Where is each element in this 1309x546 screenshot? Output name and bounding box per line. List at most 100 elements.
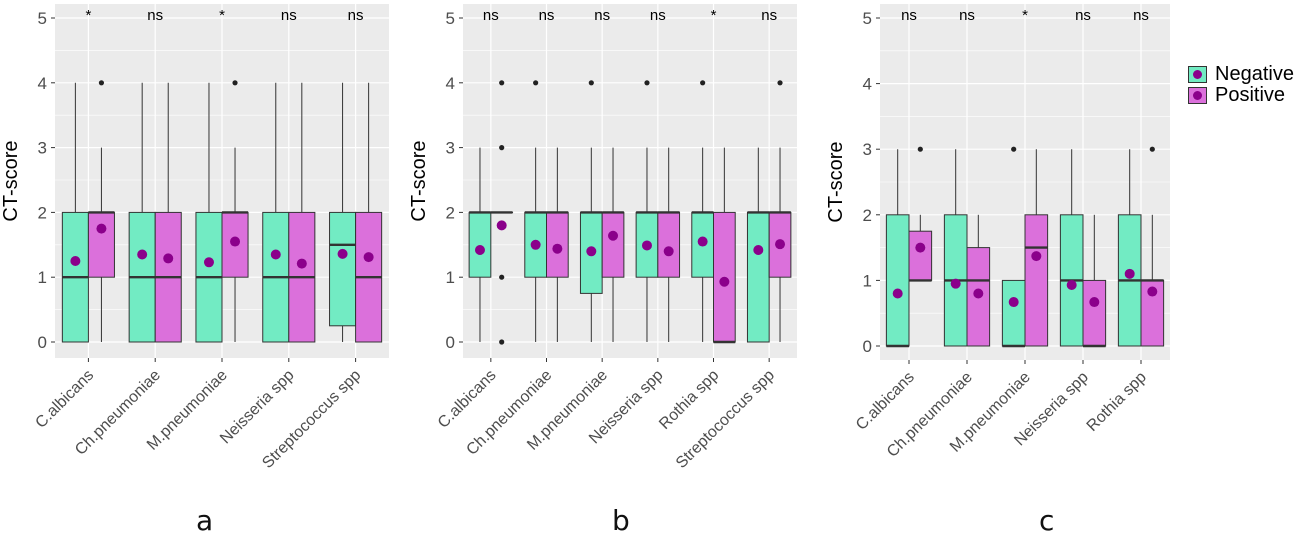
mean-point-negative [950, 278, 961, 289]
significance-label: ns [761, 7, 777, 24]
y-tick-label: 2 [446, 203, 455, 222]
mean-point-positive [1089, 297, 1100, 308]
outlier-point [700, 80, 706, 86]
outlier-point [533, 80, 539, 86]
box-positive [908, 230, 933, 281]
significance-label: ns [901, 7, 917, 24]
outlier-point [232, 80, 238, 86]
box-negative [746, 211, 770, 343]
panel-letter-b: b [612, 504, 630, 537]
y-tick-label: 0 [863, 337, 872, 356]
y-tick-label: 0 [446, 333, 455, 352]
y-tick-label: 3 [863, 140, 872, 159]
mean-point-negative [1124, 268, 1135, 279]
box-positive [1082, 279, 1107, 347]
significance-label: ns [650, 7, 666, 24]
plot-background [463, 4, 797, 358]
significance-label: * [85, 7, 91, 24]
significance-label: ns [348, 7, 364, 24]
mean-point-negative [1008, 297, 1019, 308]
legend-item-negative: Negative [1188, 63, 1294, 85]
mean-point-positive [608, 230, 619, 241]
outlier-point [499, 145, 505, 151]
outlier-point [777, 80, 783, 86]
significance-label: ns [959, 7, 975, 24]
mean-point-negative [892, 288, 903, 299]
mean-point-negative [641, 240, 652, 251]
y-tick-label: 4 [446, 74, 455, 93]
y-tick-label: 0 [38, 333, 47, 352]
outlier-point [499, 274, 505, 280]
legend: Negative Positive [1188, 63, 1294, 106]
panel-letter-a: a [196, 504, 214, 537]
y-tick-label: 4 [38, 74, 47, 93]
y-tick-label: 1 [446, 268, 455, 287]
box-positive [601, 211, 625, 278]
significance-label: ns [594, 7, 610, 24]
panel-letter-c: c [1039, 504, 1055, 537]
mean-point-negative [697, 236, 708, 247]
outlier-point [499, 80, 505, 86]
significance-label: ns [1133, 7, 1149, 24]
legend-label-negative: Negative [1215, 63, 1294, 85]
x-tick-label: C.albicans [32, 367, 97, 432]
mean-point-positive [775, 239, 786, 250]
y-tick-label: 2 [863, 206, 872, 225]
x-tick-label: Rothia spp [1084, 369, 1150, 435]
mean-point-negative [203, 257, 214, 268]
mean-point-negative [337, 248, 348, 259]
outlier-point [499, 339, 505, 345]
mean-point-positive [363, 252, 374, 263]
y-tick-label: 1 [38, 268, 47, 287]
mean-point-positive [973, 288, 984, 299]
x-tick-label: Streptococcus spp [673, 367, 778, 472]
mean-point-negative [270, 249, 281, 260]
significance-label: * [1022, 7, 1028, 24]
y-axis-title: CT-score [0, 140, 22, 221]
legend-key-positive [1188, 87, 1207, 104]
y-axis-title: CT-score [825, 141, 847, 222]
y-tick-label: 2 [38, 203, 47, 222]
mean-point-positive [296, 258, 307, 269]
mean-point-positive [915, 242, 926, 253]
legend-key-negative [1188, 66, 1207, 83]
legend-label-positive: Positive [1215, 84, 1286, 106]
mean-point-negative [1066, 279, 1077, 290]
box-negative [329, 211, 357, 327]
y-tick-label: 3 [446, 139, 455, 158]
mean-point-positive [1031, 251, 1042, 262]
outlier-point [98, 80, 105, 86]
y-axis-title: CT-score [408, 140, 430, 221]
significance-label: ns [483, 7, 499, 24]
significance-label: * [711, 7, 717, 24]
mean-point-positive [163, 253, 174, 264]
legend-dot-icon [1193, 70, 1202, 79]
box-negative [468, 211, 492, 278]
outlier-point [917, 146, 923, 152]
mean-point-positive [496, 220, 507, 231]
significance-label: ns [1075, 7, 1091, 24]
y-tick-label: 4 [863, 75, 872, 94]
mean-point-positive [96, 223, 107, 234]
panel-a: 012345CT-scoreC.albicans*Ch.pneumoniaens… [0, 4, 389, 472]
legend-dot-icon [1193, 91, 1202, 100]
mean-point-positive [1147, 286, 1158, 297]
box-negative [1001, 279, 1026, 347]
box-negative [885, 214, 910, 347]
mean-point-negative [137, 249, 148, 260]
box-positive [87, 211, 115, 278]
significance-label: ns [281, 7, 297, 24]
mean-point-negative [753, 244, 764, 255]
y-tick-label: 5 [446, 9, 455, 28]
outlier-point [1149, 146, 1155, 152]
panel-b: 012345CT-scoreC.albicansnsCh.pneumoniaen… [408, 4, 797, 472]
outlier-point [588, 80, 594, 86]
y-tick-label: 3 [38, 139, 47, 158]
mean-point-positive [719, 276, 730, 287]
box-positive [1024, 214, 1049, 347]
y-tick-label: 5 [38, 9, 47, 28]
mean-point-positive [552, 243, 563, 254]
mean-point-negative [70, 256, 81, 266]
significance-label: ns [539, 7, 555, 24]
